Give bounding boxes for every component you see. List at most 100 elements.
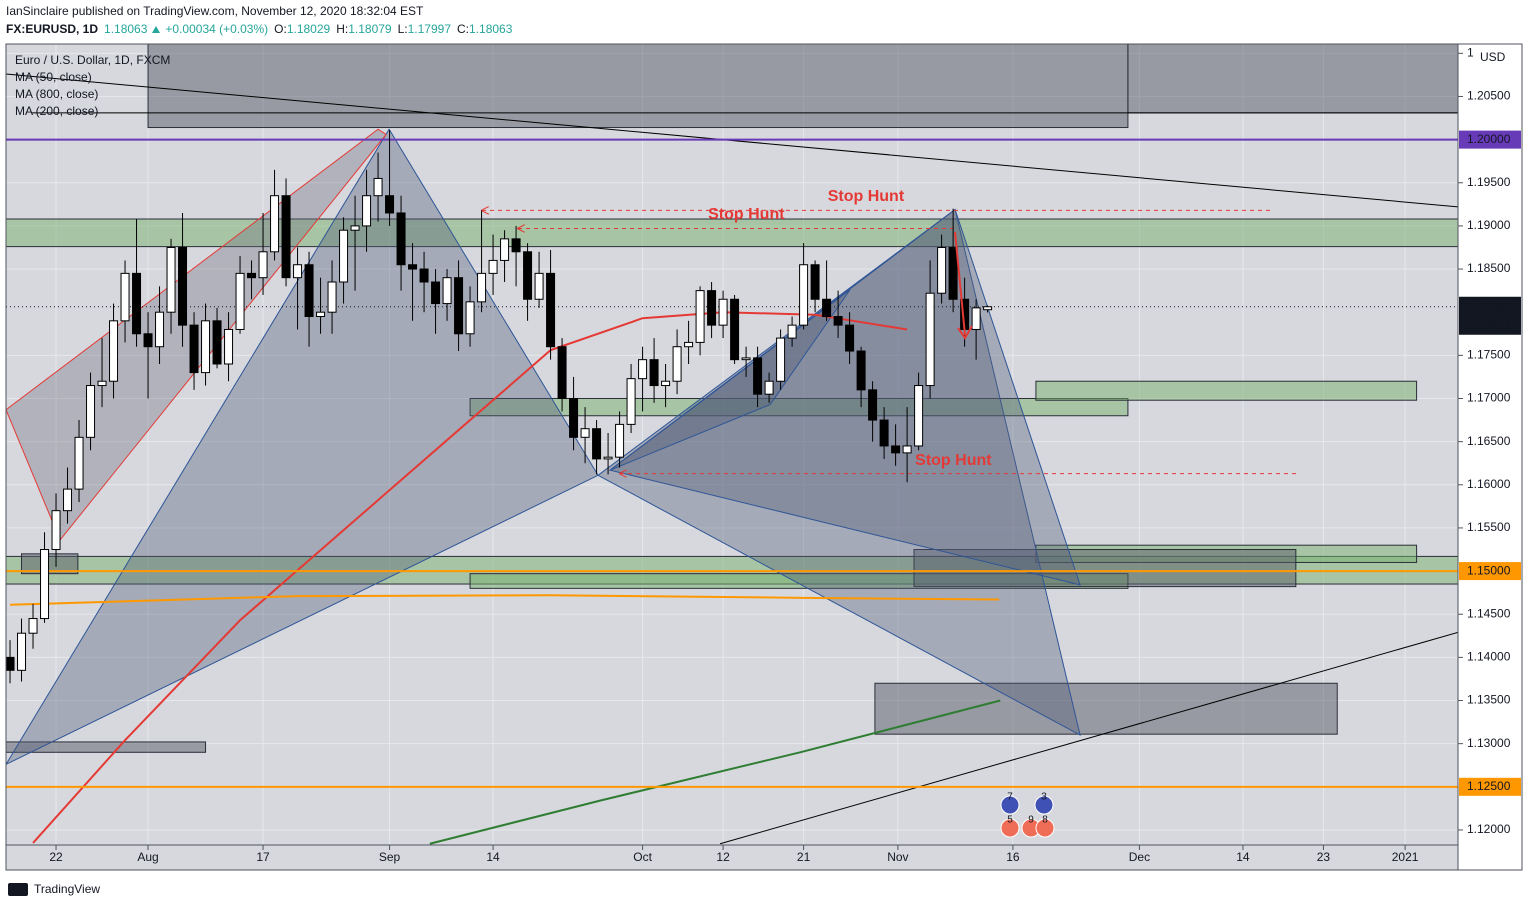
legend-entry: MA (800, close) <box>15 87 98 101</box>
candle-body <box>143 333 153 348</box>
candle-body <box>327 281 337 313</box>
candle-body <box>661 380 671 387</box>
zone <box>21 553 79 575</box>
event-icon <box>1000 818 1020 838</box>
candle-body <box>120 272 130 322</box>
candle-body <box>937 246 947 294</box>
candle-body <box>856 350 866 391</box>
candle-body <box>592 428 602 460</box>
footer-logo: TradingView <box>8 882 100 896</box>
candle-body <box>316 311 326 318</box>
candle-body <box>764 380 774 395</box>
candle-body <box>28 618 38 634</box>
candle-body <box>741 357 751 361</box>
candle-body <box>281 195 291 279</box>
zone <box>6 218 1458 248</box>
candle-body <box>465 301 475 335</box>
candle-body <box>6 656 15 671</box>
candle-body <box>569 397 579 438</box>
y-tick-label: 1.16500 <box>1467 434 1511 448</box>
trend-line <box>719 631 1458 845</box>
candle-body <box>730 298 740 361</box>
candle-body <box>799 264 809 326</box>
candle-body <box>40 549 50 620</box>
y-tick-label: 1.17000 <box>1467 391 1511 405</box>
candle-body <box>212 320 222 365</box>
x-tick-label: Aug <box>137 850 158 864</box>
candle-body <box>74 436 84 490</box>
candle-body <box>971 307 981 330</box>
price: 1.18063 <box>104 22 148 36</box>
y-tick-label: 1.17500 <box>1467 348 1511 362</box>
candle-body <box>431 281 441 305</box>
change: +0.00034 (+0.03%) <box>165 22 268 36</box>
x-tick-label: 14 <box>1236 850 1250 864</box>
level-label: 1.20000 <box>1467 132 1511 146</box>
event-icon <box>1034 795 1054 815</box>
candle-body <box>155 311 165 348</box>
candle-body <box>845 324 855 352</box>
brand: TradingView <box>34 882 100 896</box>
candle-body <box>695 290 705 343</box>
candle-body <box>822 298 832 318</box>
event-count: 7 <box>1007 792 1013 803</box>
candle-body <box>362 195 372 227</box>
plot: Stop Hunt Stop Hunt Stop Hunt <box>6 44 1458 845</box>
zone <box>1127 44 1458 114</box>
x-tick-label: 17 <box>256 850 270 864</box>
x-tick-label: 22 <box>49 850 63 864</box>
candle-body <box>534 272 544 300</box>
candle-body <box>833 316 843 326</box>
candle-body <box>511 238 521 253</box>
axes: 1 1.20500 1.19500 1.19000 1.18500 1.17500 1.17… <box>49 45 1521 864</box>
candle-body <box>189 324 199 374</box>
candle-body <box>948 246 958 300</box>
x-tick-label: 23 <box>1317 850 1331 864</box>
candle-body <box>580 428 590 438</box>
y-tick-label: 1 <box>1467 45 1474 59</box>
candle-body <box>304 264 314 318</box>
candle-body <box>442 277 452 305</box>
candle-body <box>868 389 878 421</box>
ohlc-key: O: <box>274 22 287 36</box>
candle-body <box>63 488 73 512</box>
candle-body <box>350 225 360 231</box>
candle-body <box>408 264 418 270</box>
moving-average <box>9 594 1000 606</box>
zone <box>874 682 1338 735</box>
candle-body <box>477 272 487 303</box>
candle-body <box>166 246 176 313</box>
event-count: 9 <box>1028 815 1034 826</box>
candle-body <box>615 423 625 458</box>
annotation: Stop Hunt <box>708 206 785 223</box>
candle-body <box>707 290 717 326</box>
chart-title: Euro / U.S. Dollar, 1D, FXCM <box>15 53 170 67</box>
y-tick-label: 1.19500 <box>1467 175 1511 189</box>
level-label: 1.15000 <box>1467 563 1511 577</box>
level-tag <box>1459 130 1521 149</box>
currency: USD <box>1480 50 1506 64</box>
zone <box>6 741 207 753</box>
moving-average <box>429 699 1001 845</box>
candle-body <box>626 378 636 425</box>
x-tick-label: Nov <box>887 850 908 864</box>
candle-body <box>178 246 188 326</box>
y-tick-label: 1.16000 <box>1467 477 1511 491</box>
legend-entry: MA (200, close) <box>15 104 98 118</box>
level-label: 1.12500 <box>1467 779 1511 793</box>
event-count: 5 <box>1007 815 1013 826</box>
candle-body <box>776 337 786 382</box>
y-tick-label: 1.12000 <box>1467 822 1511 836</box>
candle-body <box>684 341 694 348</box>
ohlc-value: 1.17997 <box>408 22 452 36</box>
candle-body <box>339 229 349 283</box>
candle-body <box>753 357 763 395</box>
candle-body <box>983 306 993 311</box>
candle-body <box>718 298 728 326</box>
ohlc-key: H: <box>336 22 348 36</box>
candle-body <box>546 272 556 348</box>
candle-body <box>488 259 498 274</box>
event-count: 3 <box>1041 792 1047 803</box>
